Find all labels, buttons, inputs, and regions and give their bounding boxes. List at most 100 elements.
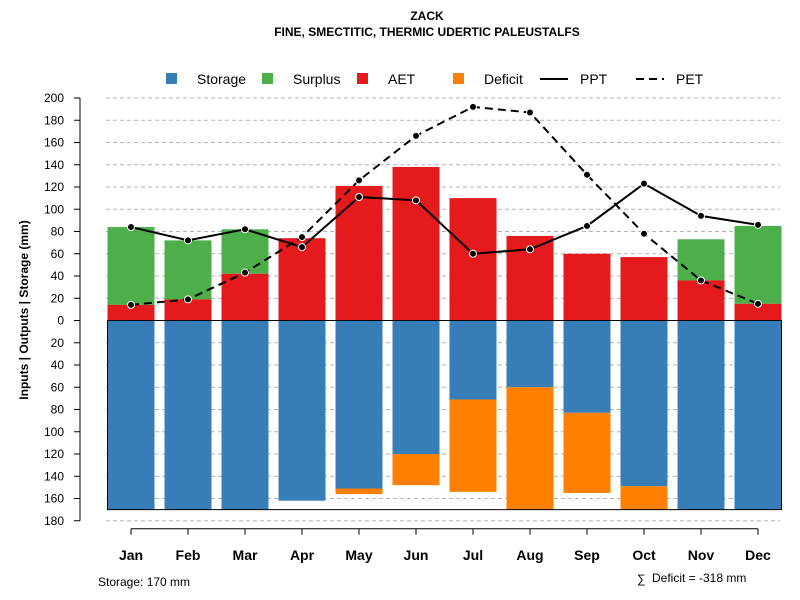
y-tick-label: 40: [51, 269, 65, 283]
storage-bar: [506, 320, 554, 388]
surplus-bar: [677, 239, 725, 281]
y-tick-label: 180: [44, 514, 64, 528]
pet-point: [583, 170, 591, 179]
pet-point: [526, 108, 534, 117]
storage-legend-swatch: [166, 73, 177, 84]
x-tick-label: May: [345, 547, 372, 563]
x-tick-label: Jan: [119, 547, 143, 563]
ppt-point: [184, 236, 192, 245]
lines: [127, 102, 762, 309]
gridlines: [106, 97, 780, 522]
y-tick-label: 80: [51, 403, 65, 417]
x-tick-label: Nov: [688, 547, 715, 563]
storage-bar: [392, 320, 440, 454]
y-tick-label: 100: [44, 202, 64, 216]
aet-legend-swatch: [357, 73, 368, 84]
y-tick-label: 60: [51, 247, 65, 261]
x-tick-label: Sep: [574, 547, 600, 563]
y-tick-label: 0: [57, 314, 64, 328]
deficit-bar: [335, 488, 383, 495]
axes: 2001801601401201008060402002040608010012…: [44, 91, 771, 563]
storage-capacity-box: [107, 320, 782, 511]
y-tick-label: 20: [51, 291, 65, 305]
pet-legend-label: PET: [676, 71, 704, 87]
surplus-bar: [221, 229, 269, 274]
storage-legend-label: Storage: [197, 71, 246, 87]
x-tick-label: Feb: [176, 547, 201, 563]
x-tick-label: Jul: [463, 547, 483, 563]
storage-bar: [563, 320, 611, 413]
ppt-point: [697, 211, 705, 220]
y-tick-label: 100: [44, 425, 64, 439]
aet-bar: [221, 273, 269, 321]
chart-title: ZACK: [410, 9, 444, 23]
aet-bar: [392, 166, 440, 321]
storage-bar: [164, 320, 212, 510]
ppt-point: [412, 196, 420, 205]
bars: [107, 166, 782, 511]
x-tick-label: Oct: [632, 547, 656, 563]
y-tick-label: 160: [44, 136, 64, 150]
y-tick-label: 20: [51, 336, 65, 350]
surplus-legend-label: Surplus: [293, 71, 340, 87]
aet-bar: [335, 185, 383, 321]
y-tick-label: 180: [44, 113, 64, 127]
storage-bar: [677, 320, 725, 510]
storage-bar: [620, 320, 668, 487]
y-tick-label: 200: [44, 91, 64, 105]
storage-bar: [335, 320, 383, 489]
storage-bar: [734, 320, 782, 510]
x-tick-label: Aug: [516, 547, 543, 563]
storage-note: Storage: 170 mm: [98, 575, 190, 589]
aet-bar: [734, 303, 782, 321]
ppt-point: [469, 249, 477, 258]
pet-point: [241, 268, 249, 277]
pet-point: [298, 233, 306, 242]
x-tick-label: Dec: [745, 547, 771, 563]
ppt-point: [241, 225, 249, 234]
pet-point: [412, 131, 420, 140]
chart-subtitle: FINE, SMECTITIC, THERMIC UDERTIC PALEUST…: [274, 25, 580, 39]
y-tick-label: 120: [44, 180, 64, 194]
x-tick-label: Jun: [404, 547, 429, 563]
ppt-line: [130, 182, 759, 255]
deficit-legend-label: Deficit: [484, 71, 523, 87]
ppt-point: [355, 193, 363, 202]
y-tick-label: 140: [44, 469, 64, 483]
storage-bar: [221, 320, 269, 510]
deficit-note: Deficit = -318 mm: [652, 571, 746, 585]
pet-point: [697, 276, 705, 285]
y-tick-label: 40: [51, 358, 65, 372]
surplus-bar: [734, 225, 782, 304]
deficit-legend-swatch: [453, 73, 464, 84]
aet-bar: [107, 304, 155, 321]
surplus-bar: [164, 240, 212, 300]
y-tick-label: 60: [51, 380, 65, 394]
pet-point: [184, 295, 192, 304]
ppt-point: [127, 223, 135, 232]
pet-point: [640, 229, 648, 238]
deficit-bar: [506, 387, 554, 510]
pet-point: [469, 102, 477, 111]
ppt-point: [298, 243, 306, 252]
sigma-symbol: ∑: [637, 572, 646, 586]
y-tick-label: 160: [44, 492, 64, 506]
aet-bar: [620, 257, 668, 321]
aet-bar: [563, 253, 611, 321]
pet-line: [130, 105, 759, 306]
deficit-bar: [620, 486, 668, 510]
surplus-bar: [107, 227, 155, 305]
y-tick-label: 120: [44, 447, 64, 461]
legend: Storage Surplus AET Deficit PPT PET: [166, 71, 704, 87]
aet-bar: [449, 198, 497, 321]
storage-bar: [278, 320, 326, 501]
x-tick-label: Apr: [290, 547, 315, 563]
y-axis-label: Inputs | Outputs | Storage (mm): [17, 220, 31, 399]
ppt-point: [583, 221, 591, 230]
y-tick-label: 80: [51, 225, 65, 239]
ppt-point: [754, 220, 762, 229]
deficit-bar: [392, 454, 440, 486]
aet-bar: [278, 238, 326, 321]
x-tick-label: Mar: [233, 547, 258, 563]
